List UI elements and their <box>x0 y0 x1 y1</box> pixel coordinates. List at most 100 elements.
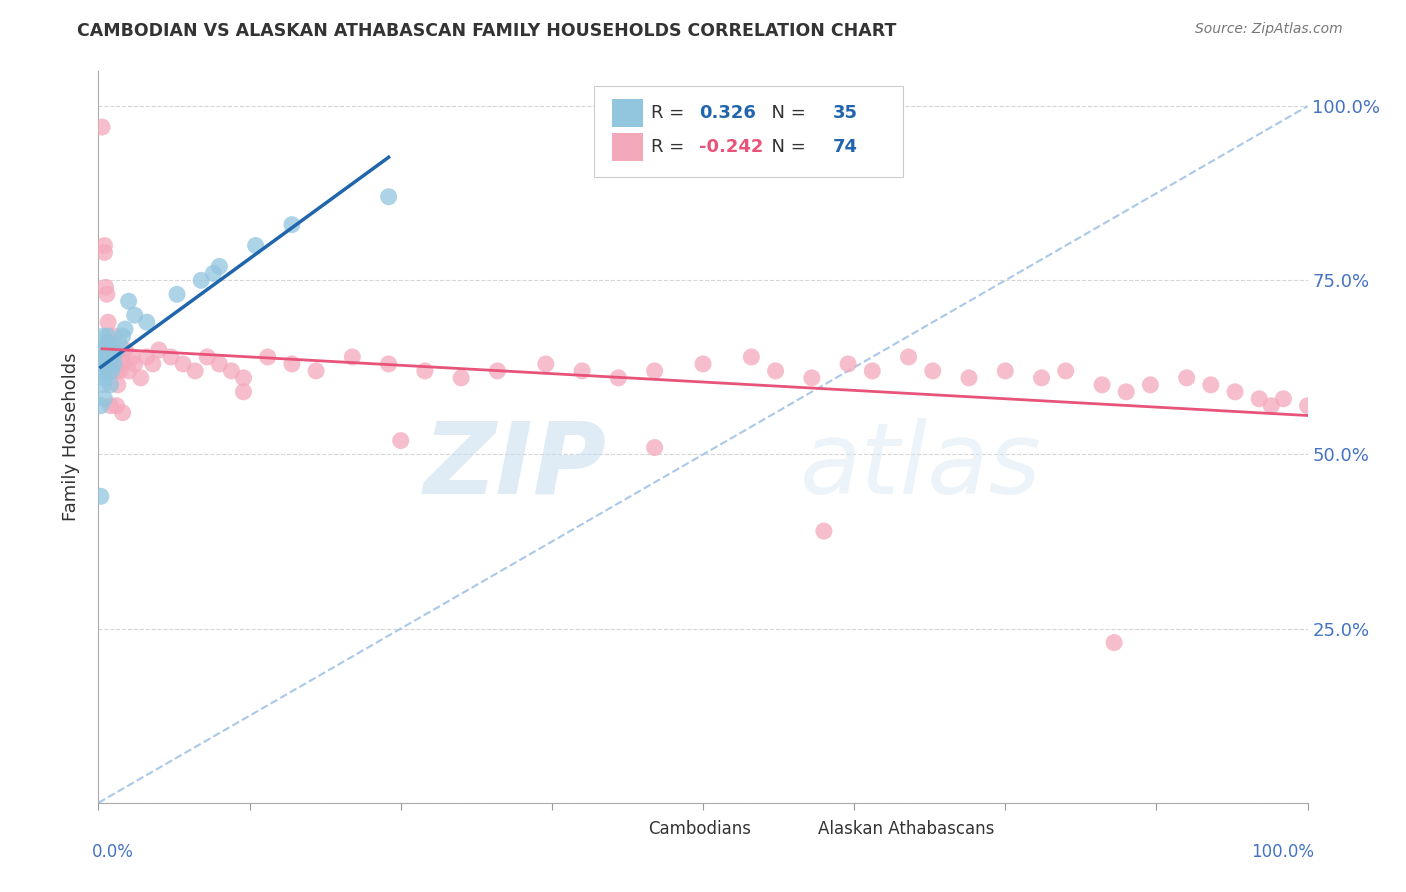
Point <box>108 364 131 378</box>
Text: atlas: atlas <box>800 417 1042 515</box>
Point <box>142 357 165 371</box>
Point <box>93 238 115 252</box>
Point <box>486 364 509 378</box>
Point <box>1175 371 1198 385</box>
Point <box>101 350 124 364</box>
Point <box>208 357 231 371</box>
Text: Alaskan Athabascans: Alaskan Athabascans <box>818 820 994 838</box>
Point <box>100 377 122 392</box>
Point <box>221 364 243 378</box>
Y-axis label: Family Households: Family Households <box>62 353 80 521</box>
Point <box>800 371 823 385</box>
Point <box>184 364 207 378</box>
Point <box>94 357 117 371</box>
Point <box>1296 399 1319 413</box>
Text: 0.326: 0.326 <box>699 104 756 122</box>
Point <box>105 399 128 413</box>
Point <box>377 357 399 371</box>
Point <box>124 308 146 322</box>
Point <box>765 364 787 378</box>
Point <box>195 350 218 364</box>
Point <box>166 287 188 301</box>
Text: CAMBODIAN VS ALASKAN ATHABASCAN FAMILY HOUSEHOLDS CORRELATION CHART: CAMBODIAN VS ALASKAN ATHABASCAN FAMILY H… <box>77 22 897 40</box>
Point <box>389 434 412 448</box>
Point <box>103 329 125 343</box>
Point <box>100 399 122 413</box>
Point <box>97 329 120 343</box>
Point <box>740 350 762 364</box>
Point <box>100 350 122 364</box>
Text: ZIP: ZIP <box>423 417 606 515</box>
Point <box>93 350 115 364</box>
Point <box>103 357 125 371</box>
Point <box>256 350 278 364</box>
Point <box>837 357 859 371</box>
Point <box>97 364 120 378</box>
Point <box>281 218 304 232</box>
Point <box>190 273 212 287</box>
Point <box>135 315 157 329</box>
Point <box>232 371 254 385</box>
Point <box>93 245 115 260</box>
Text: 100.0%: 100.0% <box>1250 843 1313 861</box>
Text: R =: R = <box>651 137 690 156</box>
Text: 0.0%: 0.0% <box>93 843 134 861</box>
Point <box>96 357 118 371</box>
Point <box>91 343 114 357</box>
Point <box>1091 377 1114 392</box>
Point <box>110 350 132 364</box>
Point <box>305 364 328 378</box>
Point <box>172 357 194 371</box>
Point <box>101 343 124 357</box>
Point <box>281 357 304 371</box>
Point <box>108 336 131 351</box>
FancyBboxPatch shape <box>613 133 643 161</box>
Point <box>1054 364 1077 378</box>
Point <box>860 364 883 378</box>
Point <box>90 399 112 413</box>
Point <box>90 489 112 503</box>
Text: 74: 74 <box>832 137 858 156</box>
Point <box>96 336 118 351</box>
Point <box>1139 377 1161 392</box>
Point <box>377 190 399 204</box>
Point <box>114 322 136 336</box>
Point <box>91 377 114 392</box>
Point <box>98 336 121 351</box>
Point <box>100 364 122 378</box>
Text: Source: ZipAtlas.com: Source: ZipAtlas.com <box>1195 22 1343 37</box>
FancyBboxPatch shape <box>613 99 643 127</box>
FancyBboxPatch shape <box>787 820 811 838</box>
Point <box>921 364 943 378</box>
Point <box>91 329 114 343</box>
Point <box>897 350 920 364</box>
Point <box>124 357 146 371</box>
Text: R =: R = <box>651 104 690 122</box>
Point <box>644 364 666 378</box>
Point <box>1249 392 1271 406</box>
Point <box>994 364 1017 378</box>
Point <box>1260 399 1282 413</box>
Text: 35: 35 <box>832 104 858 122</box>
Point <box>100 357 122 371</box>
Point <box>571 364 593 378</box>
Point <box>644 441 666 455</box>
Point <box>107 377 129 392</box>
FancyBboxPatch shape <box>619 820 643 838</box>
Point <box>813 524 835 538</box>
Point <box>245 238 267 252</box>
Point <box>97 315 120 329</box>
Point <box>111 406 134 420</box>
Point <box>118 364 141 378</box>
Point <box>91 364 114 378</box>
Point <box>93 392 115 406</box>
Point <box>93 371 115 385</box>
Text: -0.242: -0.242 <box>699 137 763 156</box>
Point <box>342 350 364 364</box>
Point <box>104 350 127 364</box>
Point <box>202 266 225 280</box>
Point <box>1031 371 1053 385</box>
Point <box>607 371 630 385</box>
Point <box>129 371 152 385</box>
Point <box>450 371 472 385</box>
